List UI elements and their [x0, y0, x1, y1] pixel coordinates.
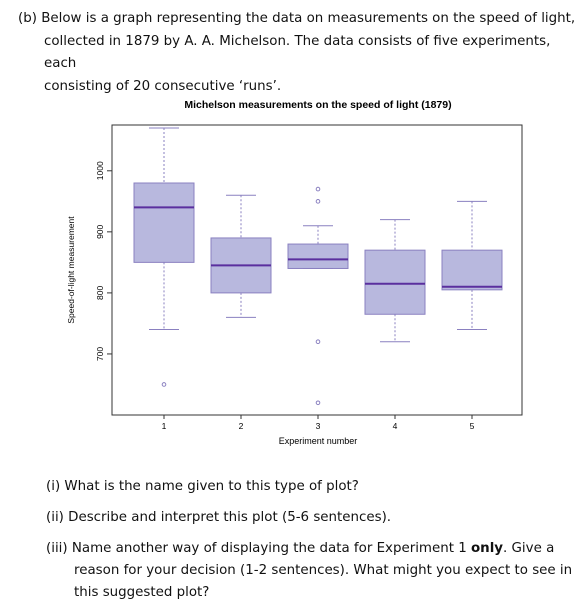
y-tick-label: 700: [95, 347, 105, 361]
intro-line-3: consisting of 20 consecutive ‘runs’.: [44, 78, 282, 94]
box-iqr: [441, 249, 503, 291]
y-tick-label: 900: [95, 224, 105, 238]
y-axis-label: Speed-of-light measurement: [66, 216, 76, 324]
y-tick-label: 800: [95, 286, 105, 300]
outlier-point: [161, 382, 167, 387]
question-3-bold: only: [470, 541, 504, 556]
intro-line-2: collected in 1879 by A. A. Michelson. Th…: [44, 33, 551, 72]
question-3-text-a: (iii) Name another way of displaying the…: [46, 541, 471, 556]
question-3-text-b: . Give a: [503, 541, 555, 556]
outlier-point: [315, 199, 321, 204]
box-group-2: [210, 194, 272, 318]
y-tick-label: 1000: [95, 161, 105, 180]
question-3-line-3: this suggested plot?: [74, 585, 210, 600]
question-1: (i) What is the name given to this type …: [46, 479, 359, 494]
outlier-point: [315, 339, 321, 345]
box-group-3: [287, 186, 349, 406]
box-iqr: [364, 249, 426, 315]
box-iqr: [133, 182, 195, 263]
x-axis-label: Experiment number: [279, 436, 358, 446]
x-tick-label: 5: [470, 421, 475, 431]
box-group-1: [133, 127, 195, 387]
question-3-line-2: reason for your decision (1-2 sentences)…: [74, 563, 573, 578]
question-3: (iii) Name another way of displaying the…: [46, 538, 576, 604]
questions: (i) What is the name given to this type …: [46, 476, 576, 613]
intro-text: (b) Below is a graph representing the da…: [18, 8, 578, 98]
question-2: (ii) Describe and interpret this plot (5…: [46, 510, 392, 525]
boxplot-svg: Michelson measurements on the speed of l…: [66, 99, 523, 446]
box-group-4: [364, 219, 426, 343]
x-tick-label: 3: [316, 421, 321, 431]
boxplot-chart: Michelson measurements on the speed of l…: [60, 90, 580, 460]
plot-frame: [111, 124, 523, 416]
outlier-point: [315, 186, 321, 192]
intro-line-1: (b) Below is a graph representing the da…: [18, 11, 576, 26]
x-tick-label: 2: [239, 421, 244, 431]
outlier-point: [315, 400, 321, 406]
x-tick-label: 4: [393, 421, 398, 431]
x-tick-label: 1: [162, 421, 167, 431]
box-iqr: [287, 243, 349, 269]
chart-title: Michelson measurements on the speed of l…: [184, 99, 451, 111]
box-group-5: [441, 200, 503, 331]
